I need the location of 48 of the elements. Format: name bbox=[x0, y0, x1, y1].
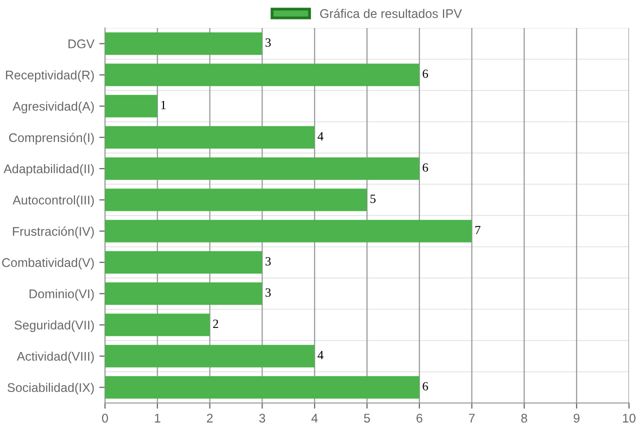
data-label: 1 bbox=[161, 100, 166, 110]
x-tick-label: 7 bbox=[468, 414, 475, 422]
x-tick-label: 3 bbox=[259, 414, 266, 423]
y-tick-label: Comprensión(I) bbox=[9, 132, 94, 145]
data-label: 3 bbox=[266, 288, 271, 297]
bar bbox=[105, 251, 262, 274]
y-tick-label: Receptividad(R) bbox=[6, 70, 94, 82]
y-tick-label: DGV bbox=[68, 39, 95, 48]
data-label: 4 bbox=[318, 132, 324, 140]
bar bbox=[105, 220, 472, 242]
bar bbox=[105, 376, 420, 399]
y-tick-label: Adaptabilidad(II) bbox=[4, 164, 94, 176]
bar bbox=[105, 126, 315, 149]
legend-label: Gráfica de resultados IPV bbox=[320, 8, 462, 18]
y-tick-label: Combatividad(V) bbox=[2, 258, 94, 270]
y-tick-label: Frustración(IV) bbox=[12, 226, 94, 238]
y-tick-label: Actividad(VIII) bbox=[16, 352, 94, 364]
x-tick-label: 8 bbox=[521, 414, 528, 423]
y-tick-label: Agresividad(A) bbox=[12, 102, 94, 114]
data-label: 7 bbox=[475, 226, 480, 234]
data-label: 3 bbox=[266, 38, 271, 47]
x-tick-label: 2 bbox=[206, 414, 213, 422]
bar bbox=[105, 157, 420, 180]
data-label: 3 bbox=[266, 257, 271, 266]
bar bbox=[105, 344, 315, 368]
y-tick-label: Seguridad(VII) bbox=[14, 320, 94, 332]
x-tick-label: 6 bbox=[416, 414, 422, 423]
x-tick-label: 9 bbox=[574, 414, 580, 423]
x-tick-label: 10 bbox=[623, 414, 636, 423]
data-label: 6 bbox=[422, 163, 428, 172]
bar bbox=[105, 188, 367, 212]
bar bbox=[105, 314, 210, 336]
bar bbox=[105, 64, 420, 86]
data-label: 2 bbox=[213, 320, 218, 328]
y-tick-label: Sociabilidad(IX) bbox=[8, 382, 94, 394]
x-tick-label: 0 bbox=[102, 414, 108, 423]
x-tick-label: 4 bbox=[311, 414, 318, 422]
x-tick-label: 1 bbox=[154, 414, 160, 422]
bar bbox=[105, 94, 158, 118]
y-tick-label: Autocontrol(III) bbox=[12, 195, 94, 207]
data-label: 4 bbox=[318, 350, 324, 360]
data-label: 6 bbox=[422, 382, 428, 391]
bar bbox=[105, 282, 262, 305]
data-label: 6 bbox=[422, 70, 428, 78]
y-tick-label: Dominio(VI) bbox=[30, 289, 94, 301]
x-tick-label: 5 bbox=[364, 414, 370, 423]
data-label: 5 bbox=[370, 194, 376, 204]
bar bbox=[105, 32, 262, 55]
